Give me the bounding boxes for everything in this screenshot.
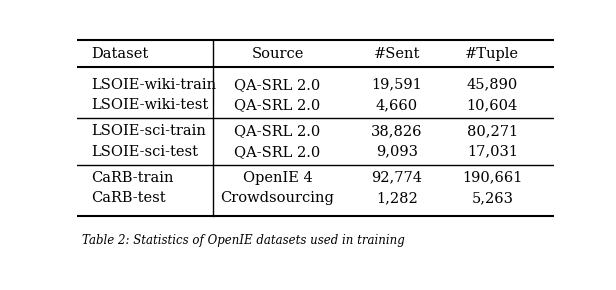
Text: LSOIE-wiki-test: LSOIE-wiki-test [91,98,209,112]
Text: 17,031: 17,031 [467,145,518,159]
Text: 80,271: 80,271 [467,124,518,138]
Text: LSOIE-sci-train: LSOIE-sci-train [91,124,206,138]
Text: 45,890: 45,890 [467,78,518,92]
Text: CaRB-test: CaRB-test [91,191,166,205]
Text: #Sent: #Sent [374,47,420,61]
Text: QA-SRL 2.0: QA-SRL 2.0 [234,145,321,159]
Text: Crowdsourcing: Crowdsourcing [221,191,334,205]
Text: 92,774: 92,774 [371,171,423,184]
Text: QA-SRL 2.0: QA-SRL 2.0 [234,98,321,112]
Text: 10,604: 10,604 [467,98,518,112]
Text: 190,661: 190,661 [462,171,522,184]
Text: QA-SRL 2.0: QA-SRL 2.0 [234,124,321,138]
Text: CaRB-train: CaRB-train [91,171,174,184]
Text: #Tuple: #Tuple [465,47,519,61]
Text: 4,660: 4,660 [376,98,418,112]
Text: 1,282: 1,282 [376,191,418,205]
Text: 5,263: 5,263 [471,191,513,205]
Text: 19,591: 19,591 [371,78,422,92]
Text: LSOIE-sci-test: LSOIE-sci-test [91,145,198,159]
Text: QA-SRL 2.0: QA-SRL 2.0 [234,78,321,92]
Text: Table 2: Statistics of OpenIE datasets used in training: Table 2: Statistics of OpenIE datasets u… [82,234,405,247]
Text: 38,826: 38,826 [371,124,423,138]
Text: OpenIE 4: OpenIE 4 [243,171,312,184]
Text: Dataset: Dataset [91,47,148,61]
Text: LSOIE-wiki-train: LSOIE-wiki-train [91,78,216,92]
Text: Source: Source [251,47,304,61]
Text: 9,093: 9,093 [376,145,418,159]
